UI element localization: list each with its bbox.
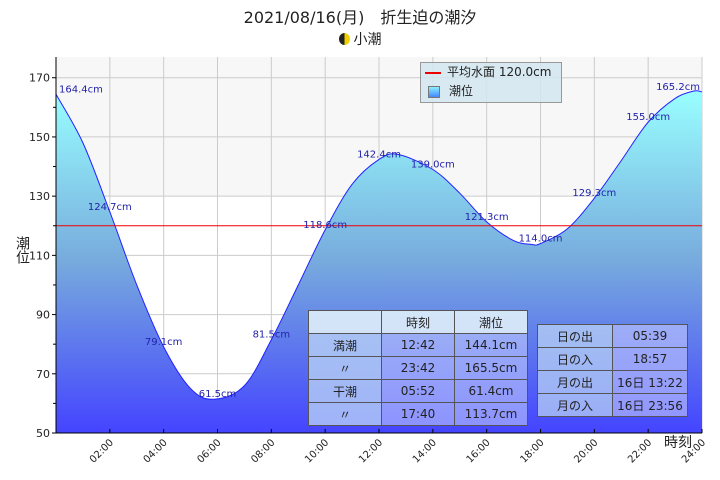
data-label: 124.7cm bbox=[88, 202, 132, 213]
y-tick-label: 50 bbox=[36, 427, 50, 440]
x-tick-label: 16:00 bbox=[465, 437, 493, 465]
legend-item-mean: 平均水面 120.0cm bbox=[421, 63, 561, 82]
legend-tide-label: 潮位 bbox=[449, 84, 474, 98]
data-label: 121.3cm bbox=[465, 212, 509, 223]
x-tick-label: 12:00 bbox=[357, 437, 385, 465]
cell: 日の入 bbox=[537, 347, 613, 371]
header-cell: 潮位 bbox=[454, 310, 528, 334]
header-cell: 時刻 bbox=[381, 310, 455, 334]
red-line-icon bbox=[425, 71, 441, 74]
x-tick-label: 22:00 bbox=[626, 437, 654, 465]
tide-type: 小潮 bbox=[0, 29, 720, 49]
legend-item-tide: 潮位 bbox=[421, 82, 561, 101]
table-row: 干潮 05:52 61.4cm bbox=[308, 379, 528, 403]
y-tick-label: 150 bbox=[29, 131, 50, 144]
data-label: 165.2cm bbox=[656, 82, 700, 93]
half-moon-icon bbox=[338, 33, 350, 45]
sun-moon-table: 日の出 05:39 日の入 18:57 月の出 16日 13:22 月の入 16日 23… bbox=[537, 324, 688, 417]
cell: 日の出 bbox=[537, 324, 613, 348]
table-row: 日の入 18:57 bbox=[537, 347, 688, 371]
cell: 月の入 bbox=[537, 393, 613, 417]
table-row: 日の出 05:39 bbox=[537, 324, 688, 348]
x-tick-label: 14:00 bbox=[411, 437, 439, 465]
x-tick-label: 08:00 bbox=[249, 437, 277, 465]
cell: 144.1cm bbox=[454, 333, 528, 357]
table-row: 〃 17:40 113.7cm bbox=[308, 402, 528, 426]
cell: 16日 13:22 bbox=[612, 370, 688, 394]
x-tick-label: 20:00 bbox=[572, 437, 600, 465]
cell: 12:42 bbox=[381, 333, 455, 357]
data-label: 61.5cm bbox=[199, 389, 237, 400]
legend-mean-label: 平均水面 120.0cm bbox=[447, 65, 552, 79]
table-row: 満潮 12:42 144.1cm bbox=[308, 333, 528, 357]
cell: 113.7cm bbox=[454, 402, 528, 426]
y-axis-label: 潮位 bbox=[14, 236, 30, 264]
x-axis-label: 時刻 bbox=[664, 435, 692, 451]
table-row: 月の入 16日 23:56 bbox=[537, 393, 688, 417]
tide-type-label: 小潮 bbox=[353, 32, 382, 48]
data-label: 81.5cm bbox=[253, 330, 291, 341]
cell: 〃 bbox=[308, 356, 382, 380]
cell: 23:42 bbox=[381, 356, 455, 380]
tide-table: 時刻 潮位 満潮 12:42 144.1cm 〃 23:42 165.5cm 干潮 05:5… bbox=[308, 310, 528, 426]
cell: 18:57 bbox=[612, 347, 688, 371]
table-row: 月の出 16日 13:22 bbox=[537, 370, 688, 394]
data-label: 129.3cm bbox=[572, 188, 616, 199]
x-tick-label: 10:00 bbox=[303, 437, 331, 465]
cell: 月の出 bbox=[537, 370, 613, 394]
data-label: 142.4cm bbox=[357, 149, 401, 160]
x-tick-label: 04:00 bbox=[142, 437, 170, 465]
data-label: 114.0cm bbox=[519, 234, 563, 245]
data-label: 118.6cm bbox=[303, 220, 347, 231]
cell: 16日 23:56 bbox=[612, 393, 688, 417]
cell: 61.4cm bbox=[454, 379, 528, 403]
x-tick-label: 06:00 bbox=[195, 437, 223, 465]
y-tick-label: 170 bbox=[29, 72, 50, 85]
cell: 干潮 bbox=[308, 379, 382, 403]
y-tick-label: 130 bbox=[29, 190, 50, 203]
x-tick-label: 02:00 bbox=[88, 437, 116, 465]
cell: 05:52 bbox=[381, 379, 455, 403]
data-label: 79.1cm bbox=[145, 337, 183, 348]
blue-box-icon bbox=[428, 85, 440, 98]
data-label: 139.0cm bbox=[411, 160, 455, 171]
data-label: 155.0cm bbox=[626, 112, 670, 123]
cell: 05:39 bbox=[612, 324, 688, 348]
cell: 165.5cm bbox=[454, 356, 528, 380]
header-cell bbox=[308, 310, 382, 334]
y-tick-label: 70 bbox=[36, 368, 50, 381]
cell: 17:40 bbox=[381, 402, 455, 426]
tide-line bbox=[55, 90, 703, 400]
y-tick-label: 90 bbox=[36, 309, 50, 322]
data-label: 164.4cm bbox=[59, 84, 103, 95]
chart-title: 2021/08/16(月) 折生迫の潮汐 bbox=[243, 8, 477, 27]
y-tick-label: 110 bbox=[29, 249, 50, 262]
cell: 〃 bbox=[308, 402, 382, 426]
table-row: 〃 23:42 165.5cm bbox=[308, 356, 528, 380]
cell: 満潮 bbox=[308, 333, 382, 357]
legend: 平均水面 120.0cm 潮位 bbox=[420, 62, 562, 103]
x-tick-label: 18:00 bbox=[518, 437, 546, 465]
